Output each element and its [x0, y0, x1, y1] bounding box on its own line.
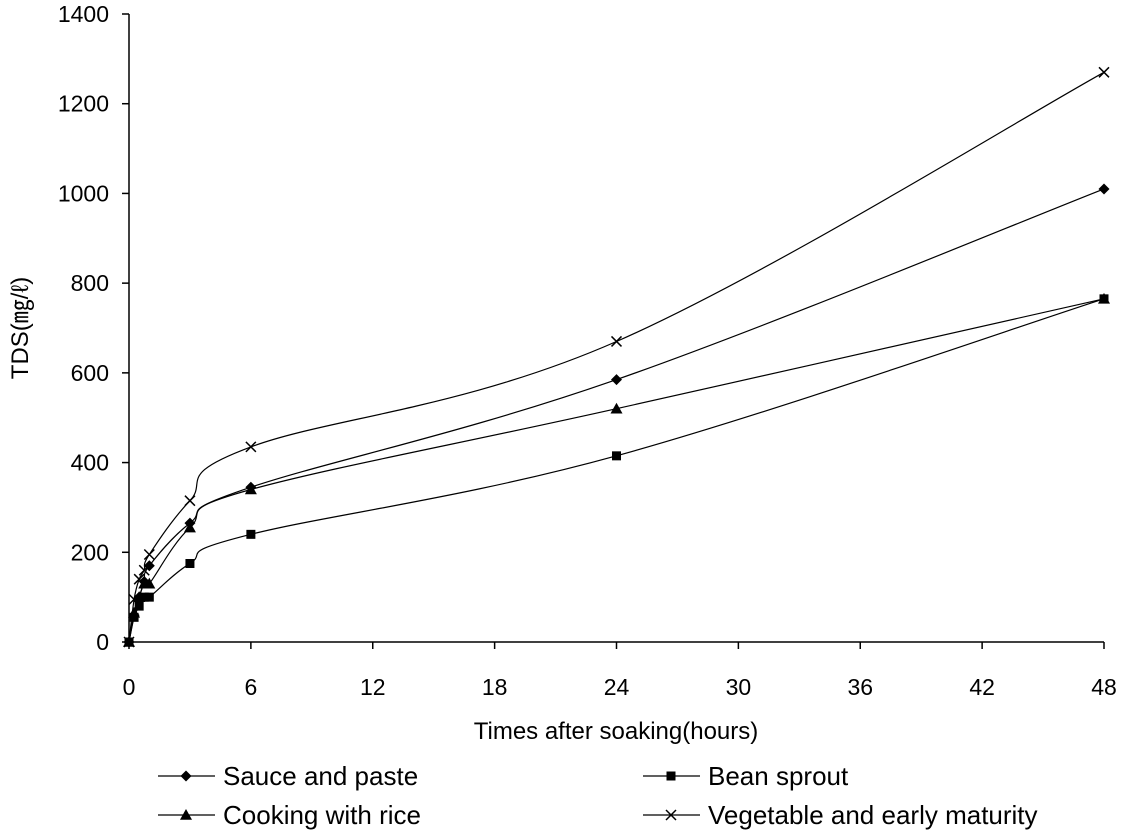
data-point-marker — [1098, 183, 1110, 195]
series-markers — [123, 66, 1110, 648]
series-line-4 — [128, 71, 1105, 643]
data-point-marker — [610, 402, 623, 414]
x-tick-label: 0 — [123, 674, 136, 700]
y-ticks: 0 200 400 600 800 1000 1200 1400 — [58, 1, 129, 655]
series-line-1 — [128, 188, 1105, 643]
x-axis-title: Times after soaking(hours) — [474, 718, 759, 745]
data-point-marker — [1098, 66, 1110, 78]
data-point-marker — [138, 564, 150, 576]
x-tick-label: 6 — [244, 674, 257, 700]
data-point-marker — [128, 593, 140, 605]
y-tick-label: 1000 — [58, 180, 109, 206]
data-point-marker — [611, 374, 622, 386]
data-point-marker — [139, 592, 149, 602]
y-tick-label: 800 — [71, 270, 109, 296]
legend-label: Cooking with rice — [223, 800, 421, 830]
plot-area: 0 6 12 18 24 30 36 42 48 0 200 400 600 800 1000 1200 14… — [58, 1, 1117, 700]
y-axis-title: TDS(㎎/ℓ) — [7, 277, 35, 379]
x-tick-label: 18 — [482, 674, 508, 700]
series-line-3 — [128, 298, 1105, 643]
series-line-2 — [128, 298, 1105, 643]
x-tick-label: 36 — [847, 674, 873, 700]
data-point-marker — [143, 577, 156, 589]
y-tick-label: 1400 — [58, 1, 109, 27]
y-tick-label: 400 — [71, 450, 109, 476]
legend-label: Sauce and paste — [223, 761, 418, 791]
x-tick-label: 42 — [969, 674, 995, 700]
y-tick-label: 0 — [96, 629, 109, 655]
data-point-marker — [183, 521, 196, 533]
data-point-marker — [244, 483, 257, 495]
data-point-marker — [246, 529, 256, 539]
legend-label: Bean sprout — [708, 761, 849, 791]
x-tick-label: 12 — [360, 674, 386, 700]
legend-label: Vegetable and early maturity — [708, 800, 1038, 830]
legend-marker — [666, 771, 676, 781]
data-point-marker — [128, 606, 141, 618]
x-tick-label: 48 — [1091, 674, 1117, 700]
data-point-marker — [185, 559, 195, 568]
data-point-marker — [610, 335, 623, 347]
y-tick-label: 1200 — [58, 91, 109, 117]
data-point-marker — [1098, 292, 1110, 304]
y-tick-label: 200 — [71, 539, 109, 565]
data-point-marker — [143, 548, 155, 561]
x-ticks: 0 6 12 18 24 30 36 42 48 — [123, 642, 1117, 700]
data-point-marker — [184, 495, 196, 507]
legend-marker — [665, 809, 677, 821]
legend-marker — [180, 770, 192, 782]
data-point-marker — [144, 592, 154, 602]
data-point-marker — [612, 451, 621, 461]
y-tick-label: 600 — [71, 360, 109, 386]
legend-marker — [180, 809, 192, 820]
data-point-marker — [123, 636, 135, 648]
x-tick-label: 24 — [604, 674, 630, 700]
data-point-marker — [245, 441, 257, 453]
series-lines — [128, 71, 1105, 643]
data-point-marker — [134, 601, 144, 611]
x-tick-label: 30 — [726, 674, 752, 700]
data-point-marker — [133, 573, 145, 585]
data-point-marker — [133, 591, 146, 602]
legend: Sauce and paste Bean sprout Cooking with r… — [158, 761, 1038, 830]
